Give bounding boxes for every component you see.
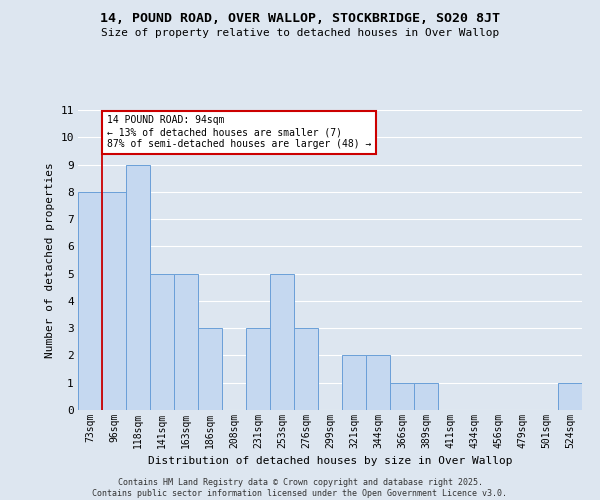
Bar xyxy=(174,274,198,410)
Text: 14, POUND ROAD, OVER WALLOP, STOCKBRIDGE, SO20 8JT: 14, POUND ROAD, OVER WALLOP, STOCKBRIDGE… xyxy=(100,12,500,26)
Text: Contains HM Land Registry data © Crown copyright and database right 2025.
Contai: Contains HM Land Registry data © Crown c… xyxy=(92,478,508,498)
Bar xyxy=(246,328,270,410)
Bar xyxy=(102,192,126,410)
Bar xyxy=(366,356,390,410)
Text: 14 POUND ROAD: 94sqm
← 13% of detached houses are smaller (7)
87% of semi-detach: 14 POUND ROAD: 94sqm ← 13% of detached h… xyxy=(107,116,371,148)
X-axis label: Distribution of detached houses by size in Over Wallop: Distribution of detached houses by size … xyxy=(148,456,512,466)
Bar xyxy=(414,382,438,410)
Bar xyxy=(198,328,222,410)
Text: Size of property relative to detached houses in Over Wallop: Size of property relative to detached ho… xyxy=(101,28,499,38)
Bar xyxy=(294,328,318,410)
Y-axis label: Number of detached properties: Number of detached properties xyxy=(45,162,55,358)
Bar xyxy=(126,164,150,410)
Bar xyxy=(270,274,294,410)
Bar xyxy=(78,192,102,410)
Bar xyxy=(558,382,582,410)
Bar xyxy=(342,356,366,410)
Bar xyxy=(150,274,174,410)
Bar xyxy=(390,382,414,410)
